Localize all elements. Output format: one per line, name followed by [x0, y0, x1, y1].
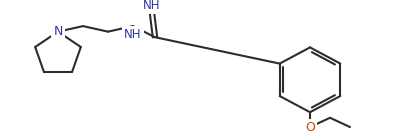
Text: NH: NH — [124, 28, 142, 41]
Text: O: O — [305, 121, 315, 134]
Text: NH: NH — [143, 0, 161, 12]
Text: N: N — [53, 25, 63, 38]
